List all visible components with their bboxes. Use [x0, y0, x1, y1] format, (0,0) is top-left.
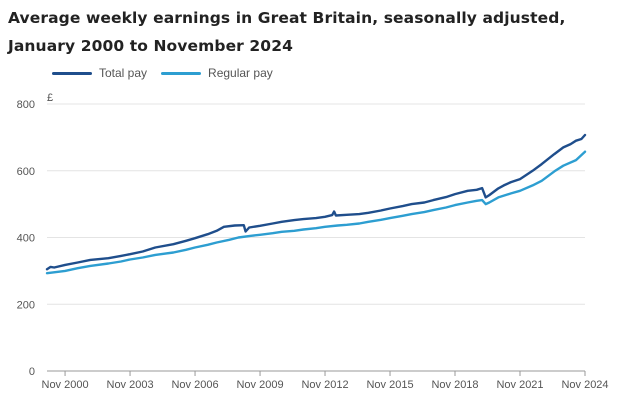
- gridlines: [47, 103, 585, 372]
- series-line-total-pay: [45, 133, 587, 271]
- axes: 0 200 400 600 800 Nov 2000 Nov 2003 Nov 2006 Nov…: [17, 99, 609, 391]
- x-tick-label: Nov 2003: [107, 379, 154, 391]
- x-tick-label: Nov 2024: [561, 379, 608, 391]
- x-tick-label: Nov 2006: [171, 379, 218, 391]
- y-tick-label: 800: [17, 99, 35, 111]
- legend-swatch-regular-pay: [161, 71, 202, 75]
- y-tick-label: 400: [17, 233, 35, 245]
- legend: Total pay Regular pay: [52, 66, 287, 80]
- x-tick-label: Nov 2012: [301, 379, 348, 391]
- y-axis-unit-label: £: [47, 92, 53, 104]
- legend-item-regular-pay: Regular pay: [161, 66, 273, 80]
- series-lines: [45, 133, 587, 275]
- y-tick-label: 0: [29, 366, 35, 378]
- x-tick-label: Nov 2009: [236, 379, 283, 391]
- legend-swatch-total-pay: [52, 71, 92, 75]
- legend-label-regular-pay: Regular pay: [208, 66, 273, 80]
- x-tick-label: Nov 2021: [496, 379, 543, 391]
- x-tick-label: Nov 2000: [42, 379, 89, 391]
- legend-label-total-pay: Total pay: [99, 66, 148, 80]
- y-tick-label: 200: [17, 299, 35, 311]
- legend-item-total-pay: Total pay: [52, 66, 147, 80]
- x-tick-label: Nov 2018: [431, 379, 478, 391]
- y-tick-label: 600: [17, 166, 35, 178]
- x-tick-label: Nov 2015: [366, 379, 413, 391]
- series-line-regular-pay: [45, 150, 587, 275]
- chart-title: Average weekly earnings in Great Britain…: [8, 9, 566, 55]
